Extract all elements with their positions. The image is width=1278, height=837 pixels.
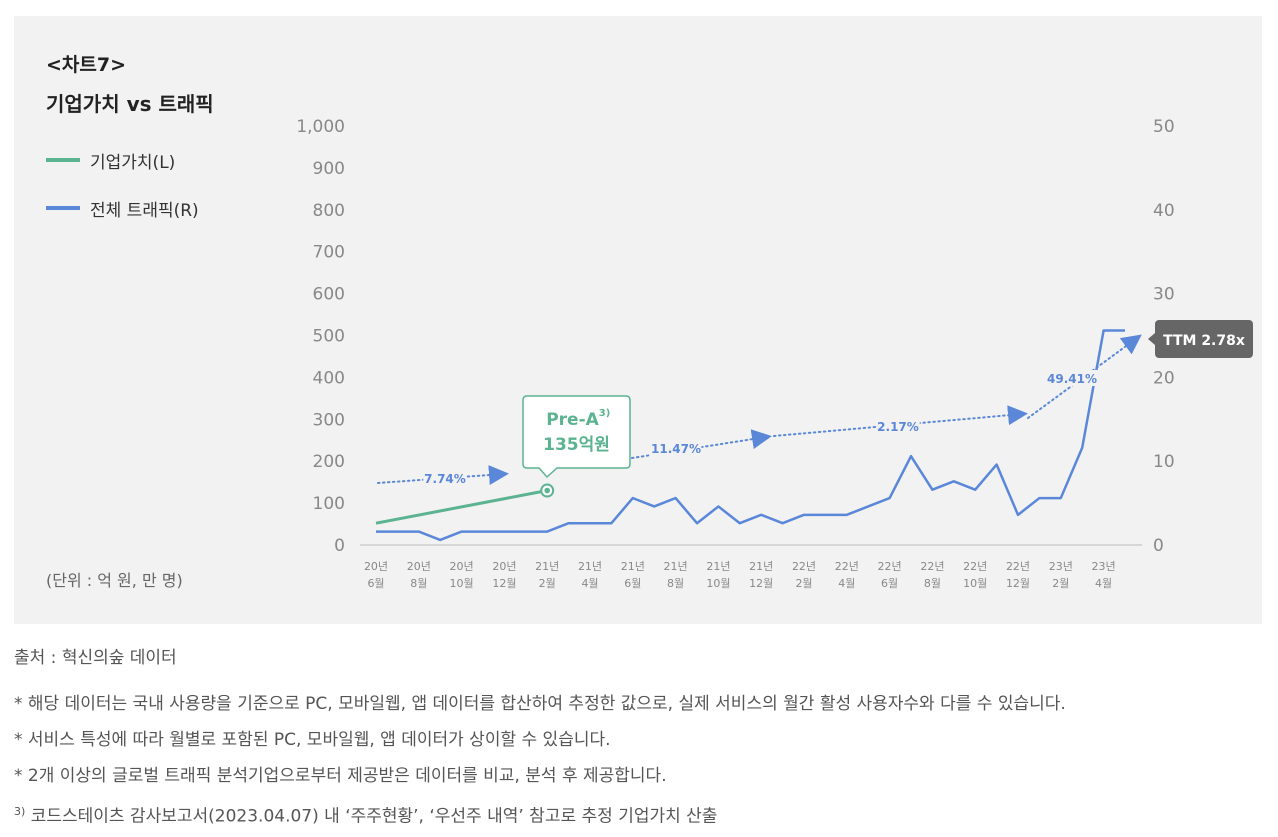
valuation-point [544,487,550,494]
x-tick-year: 21년 [664,560,688,573]
x-tick-year: 20년 [407,560,431,573]
x-tick-year: 21년 [621,560,645,573]
y-right-tick-label: 50 [1153,117,1175,137]
x-tick-month: 6월 [881,577,898,590]
legend-item-traffic: 전체 트래픽(R) [46,196,199,221]
legend-item-valuation: 기업가치(L) [46,148,199,173]
x-tick-month: 2월 [539,577,556,590]
x-tick-year: 21년 [535,560,559,573]
legend-label-traffic: 전체 트래픽(R) [90,200,199,221]
x-tick-month: 6월 [367,577,384,590]
growth-arrow [377,465,509,485]
legend-label-valuation: 기업가치(L) [90,152,176,173]
callout-superscript: 3) [599,408,611,419]
legend-swatch-valuation [46,158,80,162]
x-tick-year: 20년 [450,560,474,573]
y-left-tick-label: 500 [313,327,345,347]
footnotes: 출처 : 혁신의숲 데이터 * 해당 데이터는 국내 사용량을 기준으로 PC,… [14,644,1274,830]
x-tick-year: 20년 [364,560,388,573]
y-left-tick-label: 300 [313,410,345,430]
y-right-tick-label: 20 [1153,368,1175,388]
x-tick-year: 20년 [492,560,516,573]
y-left-tick-label: 1,000 [296,117,345,137]
x-tick-month: 8월 [410,577,427,590]
x-tick-year: 23년 [1049,560,1073,573]
footnote-text: 코드스테이츠 감사보고서(2023.04.07) 내 ‘주주현황’, ‘우선주 … [30,806,718,827]
x-tick-year: 23년 [1092,560,1116,573]
x-tick-year: 22년 [878,560,902,573]
growth-label-bg [423,470,467,486]
x-tick-year: 22년 [792,560,816,573]
ttm-badge-pointer [1148,333,1155,345]
x-tick-month: 4월 [1095,577,1112,590]
growth-label-bg [1046,370,1098,386]
chart-title: 기업가치 vs 트래픽 [46,92,214,116]
y-right-tick-label: 10 [1153,452,1175,472]
x-tick-month: 2월 [795,577,812,590]
x-tick-month: 12월 [749,577,773,590]
x-tick-month: 8월 [667,577,684,590]
callout-amount: 135억원 [543,435,610,455]
x-tick-month: 6월 [624,577,641,590]
x-tick-month: 12월 [1006,577,1030,590]
y-left-tick-label: 0 [334,536,345,556]
legend: 기업가치(L) 전체 트래픽(R) [46,148,199,244]
x-tick-month: 4월 [838,577,855,590]
growth-label: 2.17% [877,420,919,434]
callout-box [522,395,631,479]
x-tick-year: 21년 [706,560,730,573]
source-text: 출처 : 혁신의숲 데이터 [14,648,177,668]
x-tick-year: 21년 [578,560,602,573]
growth-label: 7.74% [424,472,466,486]
y-left-tick-label: 900 [313,159,345,179]
x-tick-month: 10월 [450,577,474,590]
chart-panel [14,16,1262,624]
x-tick-year: 22년 [1006,560,1030,573]
x-tick-year: 22년 [920,560,944,573]
x-tick-month: 10월 [706,577,730,590]
y-left-tick-label: 800 [313,201,345,221]
footnote-3: 3) 코드스테이츠 감사보고서(2023.04.07) 내 ‘주주현황’, ‘우… [14,794,1274,830]
ttm-badge [1155,320,1253,358]
x-tick-month: 8월 [924,577,941,590]
legend-swatch-traffic [46,206,80,210]
chart-label: <차트7> [46,54,127,76]
y-left-tick-label: 200 [313,452,345,472]
ttm-badge-label: TTM 2.78x [1163,333,1245,349]
callout-round: Pre-A [546,410,599,430]
x-tick-year: 21년 [749,560,773,573]
x-tick-month: 4월 [581,577,598,590]
growth-label-bg [876,418,920,434]
x-tick-month: 2월 [1052,577,1069,590]
y-left-tick-label: 100 [313,494,345,514]
note-1: * 해당 데이터는 국내 사용량을 기준으로 PC, 모바일웹, 앱 데이터를 … [14,694,1066,714]
valuation-line [375,489,548,525]
growth-label-bg [650,440,702,456]
x-tick-year: 22년 [835,560,859,573]
unit-note: (단위 : 억 원, 만 명) [46,571,183,590]
x-tick-month: 12월 [492,577,516,590]
y-right-tick-label: 40 [1153,201,1175,221]
growth-label: 49.41% [1047,372,1097,386]
growth-label: 11.47% [651,442,701,456]
footnote-mark: 3) [14,805,26,818]
y-left-tick-label: 400 [313,368,345,388]
y-right-tick-label: 0 [1153,536,1164,556]
x-tick-month: 10월 [963,577,987,590]
note-3: * 2개 이상의 글로벌 트래픽 분석기업으로부터 제공받은 데이터를 비교, … [14,766,667,786]
y-right-tick-label: 30 [1153,285,1175,305]
y-left-tick-label: 600 [313,285,345,305]
note-2: * 서비스 특성에 따라 월별로 포함된 PC, 모바일웹, 앱 데이터가 상이… [14,730,611,750]
y-left-tick-label: 700 [313,243,345,263]
traffic-line [376,329,1125,542]
x-tick-year: 22년 [963,560,987,573]
